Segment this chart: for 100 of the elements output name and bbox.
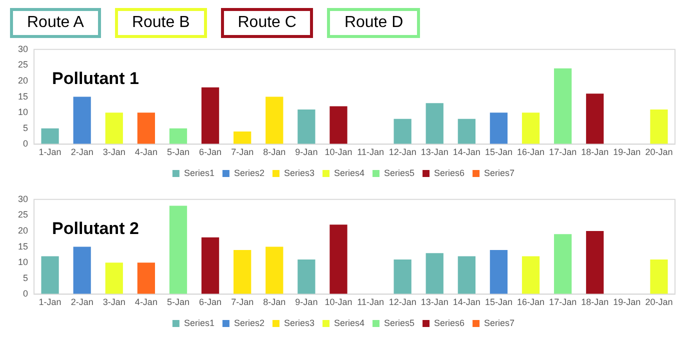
bar [266, 96, 284, 144]
y-tick-label: 20 [18, 225, 28, 236]
bar [522, 112, 540, 144]
bar [554, 68, 572, 144]
bar [650, 109, 668, 144]
bar [490, 112, 508, 144]
legend-label: Series1 [184, 168, 214, 178]
x-tick-label: 3-Jan [102, 297, 126, 308]
x-tick-label: 14-Jan [452, 297, 480, 308]
x-tick-label: 15-Jan [484, 147, 512, 158]
legend-label: Series4 [334, 318, 365, 328]
y-tick-label: 25 [18, 60, 28, 70]
x-tick-label: 17-Jan [549, 147, 577, 158]
x-tick-label: 8-Jan [263, 147, 286, 158]
bar [234, 250, 252, 294]
bar [41, 128, 59, 144]
text: Route B [114, 8, 207, 38]
bar [586, 231, 604, 294]
y-tick-label: 10 [18, 257, 28, 268]
y-tick-label: 5 [22, 122, 28, 133]
bar [650, 259, 668, 294]
x-tick-label: 12-Jan [388, 147, 416, 158]
legend-label: Series2 [234, 168, 264, 178]
y-tick-label: 30 [18, 44, 28, 54]
legend-label: Series6 [434, 168, 465, 178]
bar [490, 250, 508, 294]
x-tick-label: 4-Jan [134, 147, 158, 158]
bar [298, 109, 316, 144]
x-tick-label: 13-Jan [420, 147, 448, 158]
x-tick-label: 8-Jan [263, 297, 286, 308]
legend-label: Series7 [484, 168, 515, 178]
bar [169, 206, 188, 294]
x-tick-label: 11-Jan [357, 147, 384, 158]
bar [201, 87, 220, 144]
legend-label: Series3 [284, 318, 314, 328]
bar [458, 118, 476, 144]
x-tick-label: 2-Jan [70, 147, 94, 158]
x-tick-label: 10-Jan [324, 297, 352, 308]
x-tick-label: 6-Jan [199, 297, 222, 308]
x-tick-label: 18-Jan [581, 147, 609, 158]
legend-label: Series5 [384, 168, 415, 178]
y-tick-label: 30 [18, 194, 28, 204]
x-tick-label: 13-Jan [420, 297, 448, 308]
x-tick-label: 1-Jan [38, 147, 62, 158]
y-tick-label: 20 [18, 75, 28, 86]
x-tick-label: 20-Jan [645, 147, 673, 158]
bar [394, 259, 412, 294]
legend-label: Series5 [384, 318, 415, 328]
legend-label: Series7 [484, 318, 515, 328]
legend-label: Series4 [334, 168, 365, 178]
legend-label: Series2 [234, 318, 264, 328]
bar [169, 128, 188, 144]
bar [201, 237, 220, 294]
bar [426, 253, 444, 294]
x-tick-label: 10-Jan [324, 147, 352, 158]
x-tick-label: 12-Jan [388, 297, 416, 308]
bar [105, 262, 123, 294]
x-tick-label: 6-Jan [199, 147, 222, 158]
x-tick-label: 18-Jan [581, 297, 609, 308]
text: Pollutant 2 [52, 219, 139, 238]
bar [522, 256, 540, 294]
text: Route A [10, 8, 101, 38]
bar [330, 224, 348, 294]
y-tick-label: 15 [18, 241, 28, 252]
x-tick-label: 5-Jan [166, 297, 190, 308]
bar [234, 132, 252, 144]
x-tick-label: 7-Jan [231, 297, 254, 308]
x-tick-label: 19-Jan [613, 147, 641, 158]
legend-label: Series1 [184, 318, 214, 328]
y-tick-label: 0 [22, 138, 28, 149]
bar [554, 234, 572, 294]
x-tick-label: 7-Jan [231, 147, 254, 158]
bar [105, 112, 123, 144]
bar [266, 246, 284, 294]
x-tick-label: 1-Jan [38, 297, 62, 308]
bar [73, 246, 91, 294]
legend-label: Series3 [284, 168, 314, 178]
x-tick-label: 14-Jan [452, 147, 480, 158]
y-tick-label: 15 [18, 91, 28, 102]
bar [73, 96, 91, 144]
x-tick-label: 3-Jan [102, 147, 126, 158]
bar [298, 259, 316, 294]
text: Route C [220, 8, 314, 38]
x-tick-label: 4-Jan [134, 297, 158, 308]
legend-label: Series6 [434, 318, 465, 328]
x-tick-label: 15-Jan [484, 297, 512, 308]
x-tick-label: 9-Jan [295, 297, 318, 308]
y-tick-label: 5 [22, 272, 28, 283]
bar [586, 94, 604, 144]
bar [41, 256, 59, 294]
y-tick-label: 25 [18, 210, 28, 220]
bar [137, 262, 155, 294]
y-tick-label: 10 [18, 107, 28, 118]
x-tick-label: 16-Jan [517, 297, 545, 308]
x-tick-label: 19-Jan [613, 297, 641, 308]
text: Pollutant 1 [52, 69, 139, 88]
bar [458, 256, 476, 294]
y-tick-label: 0 [22, 288, 28, 299]
bar [426, 103, 444, 144]
bar [330, 106, 348, 144]
